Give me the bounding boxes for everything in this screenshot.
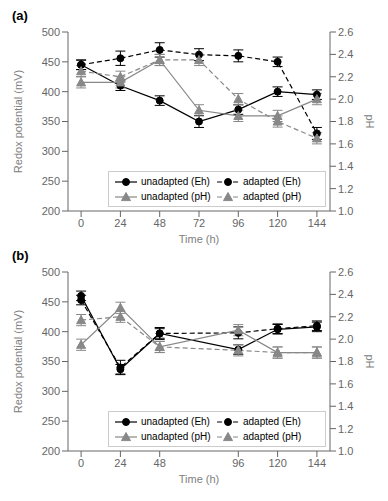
svg-text:24: 24 xyxy=(114,217,126,229)
html-text:(a): (a) xyxy=(12,8,28,23)
svg-text:1.4: 1.4 xyxy=(338,400,353,412)
svg-text:1.8: 1.8 xyxy=(338,355,353,367)
svg-text:2.4: 2.4 xyxy=(338,48,353,60)
html-text:adapted (Eh): adapted (Eh) xyxy=(243,416,301,427)
svg-text:72: 72 xyxy=(193,217,205,229)
svg-text:500: 500 xyxy=(42,26,60,38)
svg-text:48: 48 xyxy=(154,217,166,229)
svg-text:0: 0 xyxy=(78,457,84,469)
svg-text:400: 400 xyxy=(42,326,60,338)
svg-text:96: 96 xyxy=(232,457,244,469)
html-text:unadapted (Eh): unadapted (Eh) xyxy=(141,176,210,187)
svg-text:2.0: 2.0 xyxy=(338,333,353,345)
svg-text:48: 48 xyxy=(154,457,166,469)
svg-text:350: 350 xyxy=(42,115,60,127)
html-text:unadapted (Eh): unadapted (Eh) xyxy=(141,416,210,427)
svg-text:1.0: 1.0 xyxy=(338,445,353,457)
svg-text:350: 350 xyxy=(42,355,60,367)
svg-text:2.2: 2.2 xyxy=(338,71,353,83)
svg-text:144: 144 xyxy=(308,457,326,469)
svg-text:200: 200 xyxy=(42,205,60,217)
svg-text:0: 0 xyxy=(78,217,84,229)
svg-text:200: 200 xyxy=(42,445,60,457)
html-text:unadapted (pH): unadapted (pH) xyxy=(141,191,211,202)
svg-text:300: 300 xyxy=(42,145,60,157)
svg-text:Redox potential (mV): Redox potential (mV) xyxy=(12,310,24,413)
svg-text:1.6: 1.6 xyxy=(338,378,353,390)
html-text:adapted (Eh): adapted (Eh) xyxy=(243,176,301,187)
svg-text:Time (h): Time (h) xyxy=(179,473,220,485)
svg-text:144: 144 xyxy=(308,217,326,229)
svg-text:2.2: 2.2 xyxy=(338,311,353,323)
svg-text:1.6: 1.6 xyxy=(338,138,353,150)
svg-text:120: 120 xyxy=(268,457,286,469)
svg-text:1.8: 1.8 xyxy=(338,115,353,127)
svg-text:2.4: 2.4 xyxy=(338,288,353,300)
svg-text:Time (h): Time (h) xyxy=(179,233,220,245)
svg-text:400: 400 xyxy=(42,86,60,98)
svg-text:2.6: 2.6 xyxy=(338,26,353,38)
svg-text:24: 24 xyxy=(114,457,126,469)
svg-text:96: 96 xyxy=(232,217,244,229)
svg-text:pH: pH xyxy=(364,354,376,368)
svg-text:250: 250 xyxy=(42,175,60,187)
svg-text:1.4: 1.4 xyxy=(338,160,353,172)
svg-text:120: 120 xyxy=(268,217,286,229)
svg-text:Redox potential (mV): Redox potential (mV) xyxy=(12,70,24,173)
svg-text:1.2: 1.2 xyxy=(338,183,353,195)
svg-text:2.6: 2.6 xyxy=(338,266,353,278)
svg-text:300: 300 xyxy=(42,385,60,397)
svg-text:2.0: 2.0 xyxy=(338,93,353,105)
svg-text:pH: pH xyxy=(364,114,376,128)
html-text:(b): (b) xyxy=(12,248,29,263)
html-text:adapted (pH): adapted (pH) xyxy=(243,191,302,202)
svg-text:450: 450 xyxy=(42,56,60,68)
svg-text:1.0: 1.0 xyxy=(338,205,353,217)
svg-text:250: 250 xyxy=(42,415,60,427)
svg-text:1.2: 1.2 xyxy=(338,423,353,435)
html-text:unadapted (pH): unadapted (pH) xyxy=(141,431,211,442)
svg-text:450: 450 xyxy=(42,296,60,308)
html-text:adapted (pH): adapted (pH) xyxy=(243,431,302,442)
svg-text:500: 500 xyxy=(42,266,60,278)
